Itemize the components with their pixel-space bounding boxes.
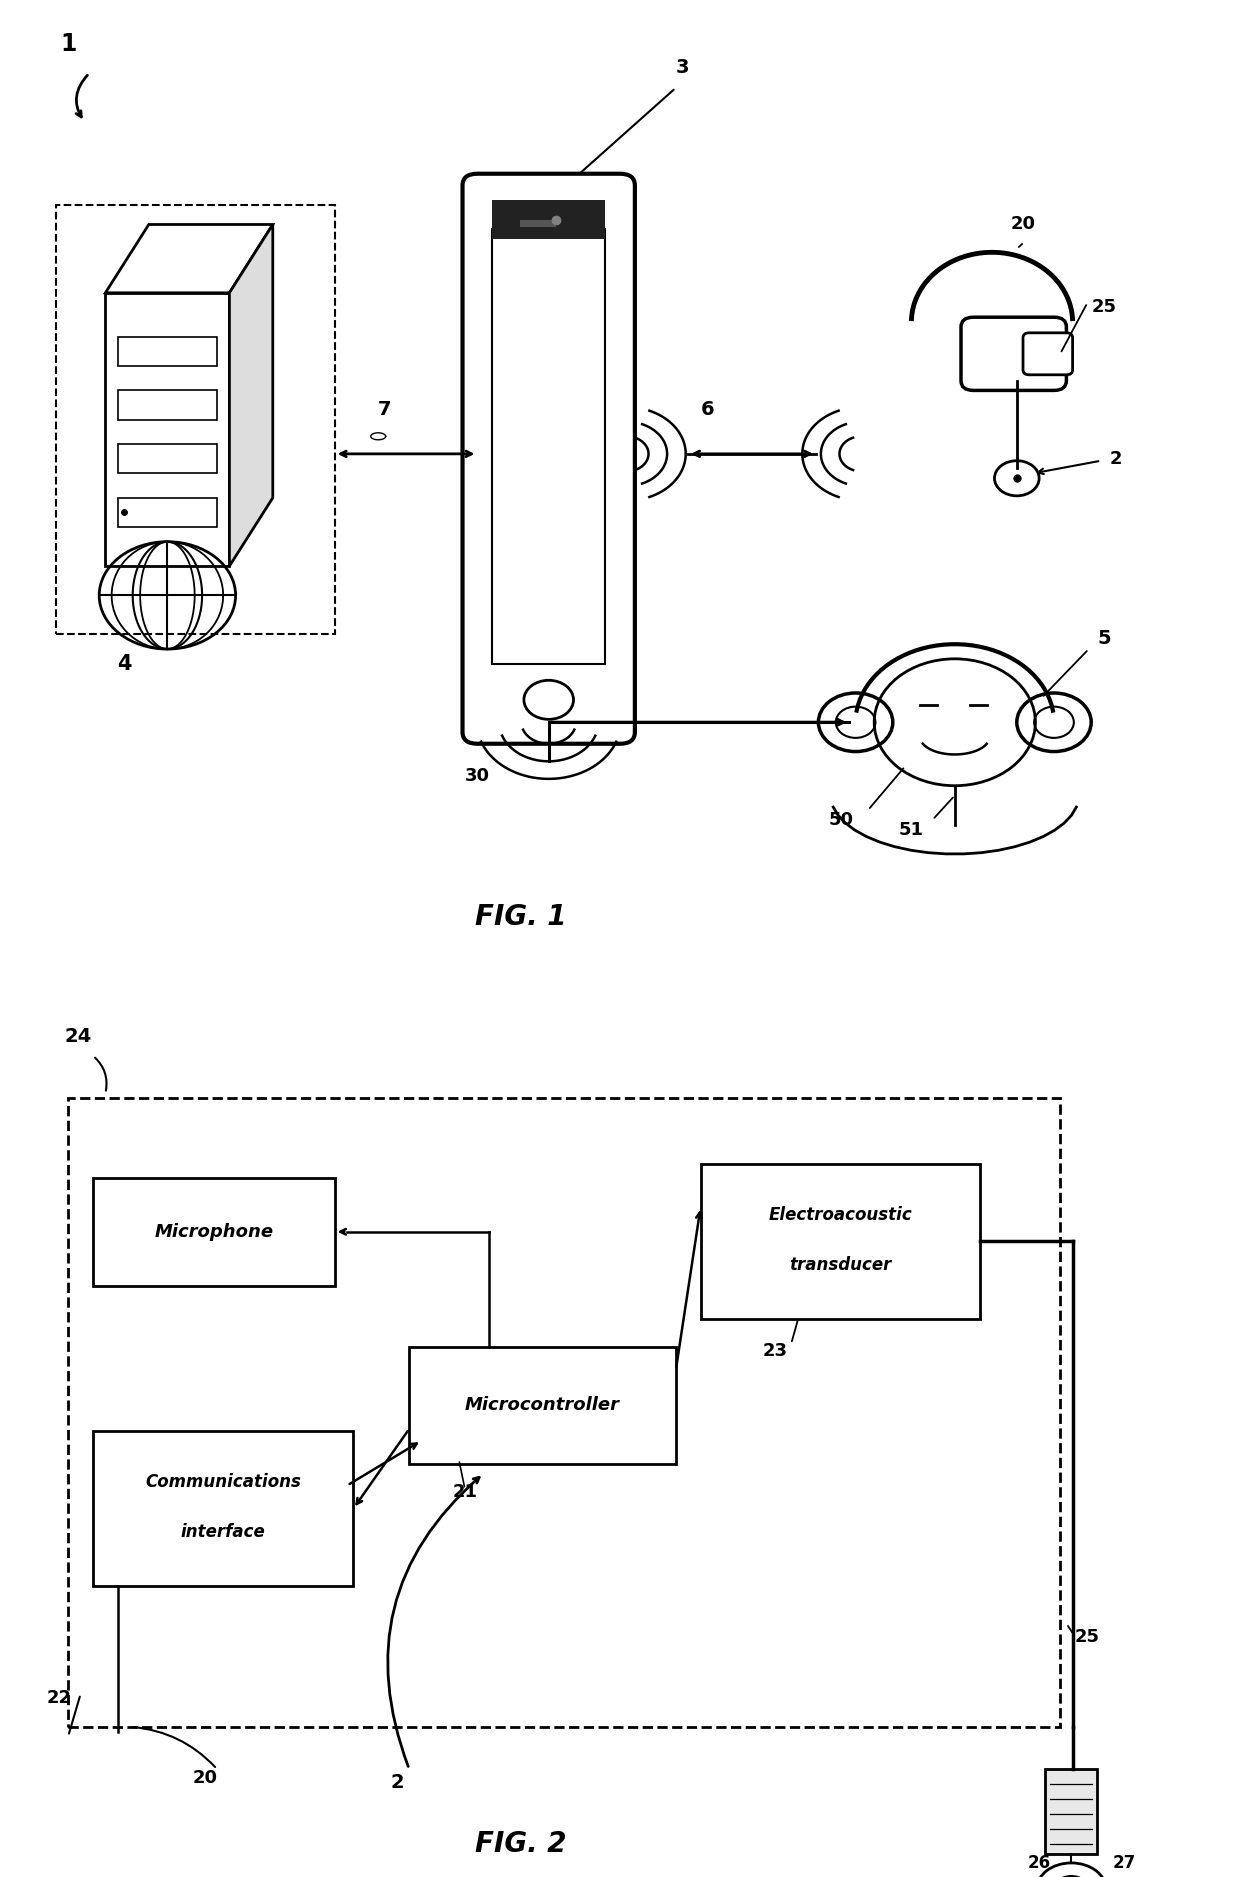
Text: FIG. 2: FIG. 2 (475, 1830, 567, 1858)
FancyBboxPatch shape (1023, 332, 1073, 375)
Text: 27: 27 (1112, 1854, 1136, 1871)
Polygon shape (105, 225, 273, 293)
Bar (118, 445, 217, 473)
Text: interface: interface (181, 1522, 265, 1541)
Text: 24: 24 (64, 1027, 92, 1045)
Bar (56, 205, 335, 634)
Text: Communications: Communications (145, 1473, 301, 1492)
Bar (68, 1098, 1060, 1727)
Text: 2: 2 (391, 1774, 404, 1793)
Text: 20: 20 (192, 1770, 217, 1787)
Text: Microcontroller: Microcontroller (465, 1396, 620, 1415)
Text: 7: 7 (378, 400, 392, 419)
Text: 2: 2 (1110, 450, 1122, 467)
Bar (701, 1164, 980, 1318)
Text: Microphone: Microphone (154, 1222, 274, 1241)
Bar (492, 229, 605, 664)
Text: 1: 1 (60, 32, 77, 56)
Text: 26: 26 (1028, 1854, 1050, 1871)
Bar (521, 220, 556, 227)
Text: 51: 51 (899, 820, 924, 839)
Bar (105, 293, 229, 567)
Text: 3: 3 (676, 58, 689, 77)
Text: 30: 30 (465, 768, 490, 785)
Bar (118, 497, 217, 527)
Bar (409, 1348, 676, 1464)
Text: 4: 4 (117, 653, 131, 674)
FancyBboxPatch shape (463, 175, 635, 743)
Text: 25: 25 (1091, 298, 1116, 317)
Bar (118, 390, 217, 420)
Text: 21: 21 (453, 1483, 477, 1502)
Text: 25: 25 (1075, 1629, 1100, 1646)
Bar (492, 201, 605, 238)
Bar (118, 336, 217, 366)
Text: 5: 5 (1097, 629, 1111, 648)
Text: Electroacoustic: Electroacoustic (769, 1205, 911, 1224)
Text: 23: 23 (763, 1342, 787, 1361)
Polygon shape (229, 225, 273, 567)
Text: 6: 6 (701, 400, 714, 419)
Bar (93, 1179, 335, 1286)
Text: transducer: transducer (789, 1256, 892, 1274)
Text: 22: 22 (47, 1689, 72, 1708)
Bar (93, 1430, 353, 1586)
FancyBboxPatch shape (961, 317, 1066, 390)
Text: 20: 20 (1011, 216, 1035, 233)
Bar (1045, 1768, 1097, 1854)
Text: 50: 50 (828, 811, 853, 830)
Text: FIG. 1: FIG. 1 (475, 903, 567, 931)
